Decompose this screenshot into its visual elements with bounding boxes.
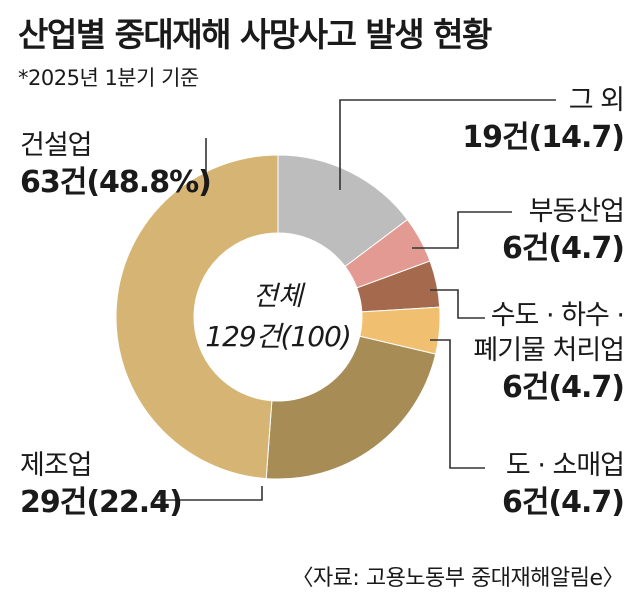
leader-line-realestate bbox=[412, 211, 512, 249]
leader-line-other bbox=[339, 99, 556, 190]
label-manufacturing: 제조업 29건(22.4) bbox=[20, 450, 183, 520]
label-water-name-1: 수도 · 하수 · bbox=[490, 300, 625, 331]
label-other-name: 그 외 bbox=[568, 85, 625, 116]
label-realestate: 부동산업 6건(4.7) bbox=[501, 196, 625, 266]
label-manufacturing-value: 29건(22.4) bbox=[20, 485, 183, 520]
label-construction-value: 63건(48.8%) bbox=[20, 165, 212, 200]
center-label: 전체 bbox=[253, 281, 306, 312]
label-manufacturing-name: 제조업 bbox=[20, 450, 93, 481]
leader-line-water bbox=[430, 289, 485, 319]
label-other: 그 외 19건(14.7) bbox=[462, 85, 625, 155]
label-water-value: 6건(4.7) bbox=[501, 370, 625, 405]
label-realestate-name: 부동산업 bbox=[528, 196, 625, 227]
slice-5 bbox=[115, 154, 279, 480]
label-other-value: 19건(14.7) bbox=[462, 120, 625, 155]
leader-line-manufacturing bbox=[156, 486, 263, 501]
leader-line-retail bbox=[430, 339, 485, 469]
center-value: 129건(100) bbox=[205, 320, 351, 353]
slice-4 bbox=[265, 335, 437, 480]
source-note: 〈자료: 고용노동부 중대재해알림e〉 bbox=[291, 566, 624, 591]
label-retail: 도 · 소매업 6건(4.7) bbox=[501, 450, 625, 520]
label-construction: 건설업 63건(48.8%) bbox=[20, 130, 212, 200]
label-retail-value: 6건(4.7) bbox=[501, 485, 625, 520]
chart-subtitle: *2025년 1분기 기준 bbox=[18, 66, 199, 90]
label-construction-name: 건설업 bbox=[20, 130, 93, 161]
label-retail-name: 도 · 소매업 bbox=[505, 450, 625, 481]
label-water-name-2: 폐기물 처리업 bbox=[473, 335, 625, 366]
label-water: 수도 · 하수 · 폐기물 처리업 6건(4.7) bbox=[473, 300, 625, 405]
label-realestate-value: 6건(4.7) bbox=[501, 231, 625, 266]
chart-title: 산업별 중대재해 사망사고 발생 현황 bbox=[18, 15, 492, 54]
